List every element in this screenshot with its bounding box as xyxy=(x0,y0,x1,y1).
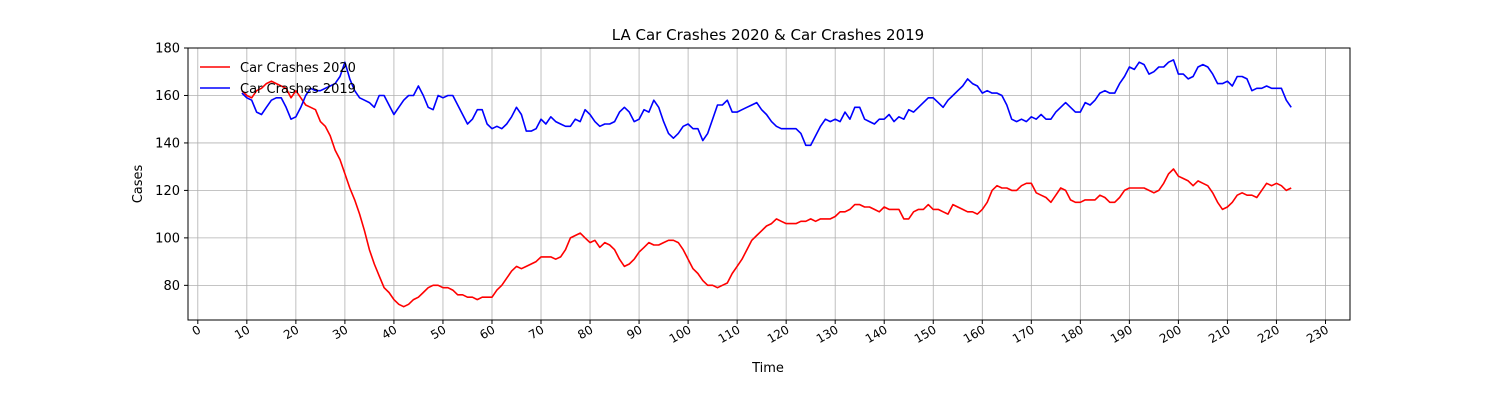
legend: Car Crashes 2020 Car Crashes 2019 xyxy=(200,61,356,97)
x-tick-label: 80 xyxy=(575,322,595,342)
x-tick-label: 90 xyxy=(624,322,644,342)
x-axis-label: Time xyxy=(751,361,784,376)
x-tick-label: 150 xyxy=(912,322,939,346)
grid xyxy=(188,47,1350,320)
x-tick-label: 70 xyxy=(526,322,546,342)
x-tick-label: 120 xyxy=(765,322,792,346)
x-tick-label: 130 xyxy=(814,322,841,346)
series-line-car-crashes-2020 xyxy=(241,80,1292,308)
x-tick-label: 140 xyxy=(863,322,890,346)
x-tick-label: 200 xyxy=(1157,322,1184,346)
x-tick-label: 160 xyxy=(961,322,988,346)
x-tick-label: 100 xyxy=(667,322,694,346)
y-tick-label: 80 xyxy=(163,279,180,294)
x-tick-label: 190 xyxy=(1108,322,1135,346)
chart-title: LA Car Crashes 2020 & Car Crashes 2019 xyxy=(612,26,924,44)
plot-frame xyxy=(187,47,1351,321)
x-tick-label: 180 xyxy=(1059,322,1086,346)
y-tick-label: 100 xyxy=(155,231,180,246)
x-tick-label: 110 xyxy=(716,322,743,346)
legend-label: Car Crashes 2020 xyxy=(240,61,356,76)
y-tick-label: 180 xyxy=(155,42,180,57)
y-axis-ticks: 80 100 120 140 160 180 xyxy=(155,42,188,294)
series-line-car-crashes-2019 xyxy=(241,59,1292,147)
x-tick-label: 20 xyxy=(281,322,301,342)
y-axis-label: Cases xyxy=(131,164,146,203)
x-tick-label: 0 xyxy=(190,322,204,338)
x-tick-label: 230 xyxy=(1304,322,1331,346)
x-tick-label: 40 xyxy=(379,322,399,342)
x-axis-ticks: 0 10 20 30 40 50 60 70 80 90 100 110 120 130 140 150 160… xyxy=(190,320,1331,346)
x-tick-label: 10 xyxy=(232,322,252,342)
x-tick-label: 30 xyxy=(330,322,350,342)
x-tick-label: 220 xyxy=(1255,322,1282,346)
x-tick-label: 170 xyxy=(1010,322,1037,346)
y-tick-label: 140 xyxy=(155,136,180,151)
series-lines xyxy=(241,59,1292,308)
x-tick-label: 210 xyxy=(1206,322,1233,346)
y-tick-label: 160 xyxy=(155,89,180,104)
legend-label: Car Crashes 2019 xyxy=(240,82,356,97)
x-tick-label: 50 xyxy=(428,322,448,342)
x-tick-label: 60 xyxy=(477,322,497,342)
y-tick-label: 120 xyxy=(155,184,180,199)
